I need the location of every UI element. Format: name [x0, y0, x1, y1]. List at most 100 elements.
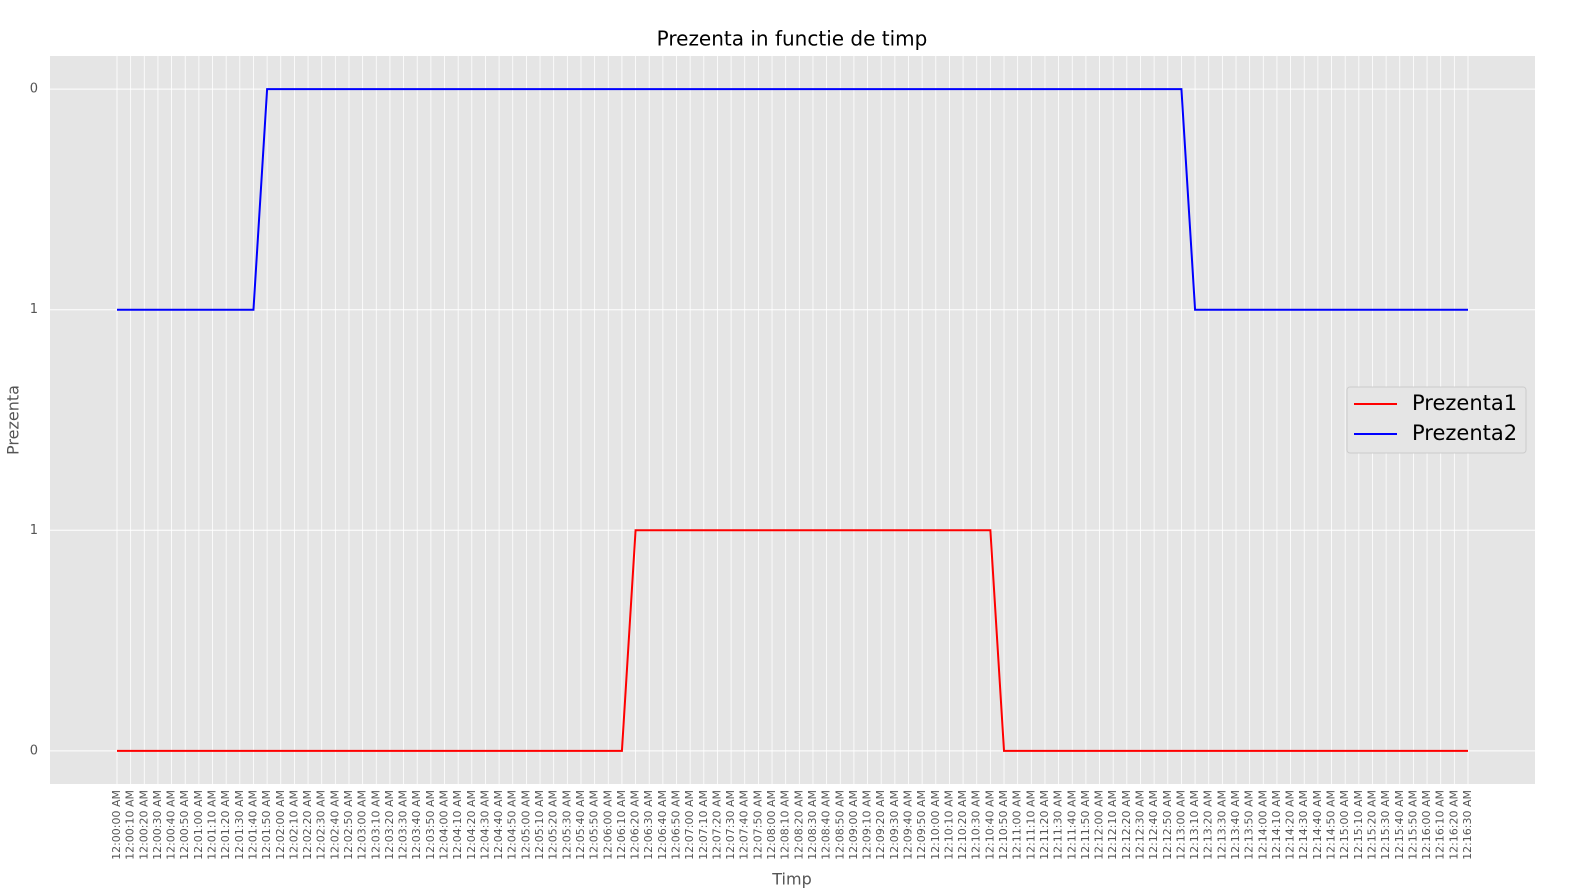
x-tick-label: 12:05:10 AM: [533, 790, 546, 860]
chart-title: Prezenta in functie de timp: [657, 27, 928, 51]
x-tick-label: 12:08:50 AM: [833, 790, 846, 860]
y-tick-label: 0: [30, 743, 38, 758]
x-tick-label: 12:08:10 AM: [779, 790, 792, 860]
x-tick-label: 12:00:20 AM: [137, 790, 150, 860]
x-tick-label: 12:15:10 AM: [1352, 790, 1365, 860]
x-tick-label: 12:09:00 AM: [847, 790, 860, 860]
y-tick-label: 0: [30, 82, 38, 97]
x-tick-label: 12:15:40 AM: [1393, 790, 1406, 860]
x-tick-label: 12:00:50 AM: [178, 790, 191, 860]
line-series: [117, 529, 1468, 752]
x-tick-label: 12:10:50 AM: [997, 790, 1010, 860]
x-tick-label: 12:14:10 AM: [1270, 790, 1283, 860]
x-tick-label: 12:01:40 AM: [246, 790, 259, 860]
x-tick-label: 12:03:20 AM: [383, 790, 396, 860]
x-tick-label: 12:12:40 AM: [1147, 790, 1160, 860]
x-tick-label: 12:04:40 AM: [492, 790, 505, 860]
x-tick-label: 12:06:50 AM: [670, 790, 683, 860]
x-tick-label: 12:07:50 AM: [751, 790, 764, 860]
x-tick-label: 12:15:00 AM: [1338, 790, 1351, 860]
x-tick-label: 12:06:00 AM: [601, 790, 614, 860]
x-tick-label: 12:11:00 AM: [1011, 790, 1024, 860]
x-tick-label: 12:14:20 AM: [1284, 790, 1297, 860]
x-tick-label: 12:13:30 AM: [1215, 790, 1228, 860]
x-tick-label: 12:07:20 AM: [710, 790, 723, 860]
x-tick-label: 12:04:10 AM: [451, 790, 464, 860]
x-tick-label: 12:03:10 AM: [369, 790, 382, 860]
x-tick-label: 12:11:50 AM: [1079, 790, 1092, 860]
x-tick-label: 12:05:20 AM: [547, 790, 560, 860]
x-tick-label: 12:09:40 AM: [901, 790, 914, 860]
x-tick-label: 12:01:00 AM: [192, 790, 205, 860]
x-tick-label: 12:00:10 AM: [124, 790, 137, 860]
x-tick-label: 12:15:30 AM: [1379, 790, 1392, 860]
x-tick-label: 12:11:40 AM: [1065, 790, 1078, 860]
x-tick-label: 12:11:30 AM: [1052, 790, 1065, 860]
x-tick-label: 12:04:50 AM: [506, 790, 519, 860]
y-axis-label: Prezenta: [4, 385, 23, 455]
x-tick-label: 12:03:40 AM: [410, 790, 423, 860]
x-tick-label: 12:00:30 AM: [151, 790, 164, 860]
x-tick-label: 12:08:40 AM: [820, 790, 833, 860]
x-tick-label: 12:13:20 AM: [1202, 790, 1215, 860]
x-tick-label: 12:05:00 AM: [519, 790, 532, 860]
x-tick-label: 12:02:50 AM: [342, 790, 355, 860]
x-tick-label: 12:12:50 AM: [1161, 790, 1174, 860]
x-tick-label: 12:08:30 AM: [806, 790, 819, 860]
x-tick-label: 12:16:20 AM: [1447, 790, 1460, 860]
x-tick-label: 12:04:20 AM: [465, 790, 478, 860]
x-tick-label: 12:02:20 AM: [301, 790, 314, 860]
x-tick-label: 12:07:10 AM: [697, 790, 710, 860]
x-tick-label: 12:01:30 AM: [233, 790, 246, 860]
x-tick-label: 12:01:10 AM: [206, 790, 219, 860]
x-tick-label: 12:06:20 AM: [629, 790, 642, 860]
x-tick-label: 12:14:30 AM: [1297, 790, 1310, 860]
x-tick-label: 12:05:40 AM: [574, 790, 587, 860]
y-tick-label: 1: [30, 302, 38, 317]
x-tick-label: 12:08:00 AM: [765, 790, 778, 860]
x-tick-label: 12:15:50 AM: [1406, 790, 1419, 860]
x-tick-label: 12:16:30 AM: [1461, 790, 1474, 860]
x-tick-label: 12:13:40 AM: [1229, 790, 1242, 860]
x-tick-label: 12:09:50 AM: [915, 790, 928, 860]
legend-label: Prezenta1: [1412, 391, 1517, 415]
x-tick-label: 12:13:50 AM: [1243, 790, 1256, 860]
x-tick-label: 12:08:20 AM: [792, 790, 805, 860]
legend-label: Prezenta2: [1412, 421, 1517, 445]
x-tick-label: 12:13:10 AM: [1188, 790, 1201, 860]
x-tick-label: 12:04:00 AM: [438, 790, 451, 860]
x-tick-label: 12:09:10 AM: [861, 790, 874, 860]
x-tick-label: 12:16:10 AM: [1434, 790, 1447, 860]
line-series: [117, 88, 1468, 311]
x-tick-label: 12:10:20 AM: [956, 790, 969, 860]
x-tick-label: 12:06:40 AM: [656, 790, 669, 860]
x-tick-label: 12:01:20 AM: [219, 790, 232, 860]
x-axis-label: Timp: [771, 870, 811, 889]
x-tick-label: 12:10:10 AM: [942, 790, 955, 860]
x-tick-label: 12:02:10 AM: [287, 790, 300, 860]
x-tick-label: 12:07:40 AM: [738, 790, 751, 860]
x-tick-label: 12:05:30 AM: [560, 790, 573, 860]
y-tick-label: 1: [30, 523, 38, 538]
x-tick-label: 12:07:00 AM: [683, 790, 696, 860]
x-tick-label: 12:06:10 AM: [615, 790, 628, 860]
x-tick-label: 12:01:50 AM: [260, 790, 273, 860]
x-tick-label: 12:00:40 AM: [165, 790, 178, 860]
x-tick-label: 12:02:30 AM: [315, 790, 328, 860]
x-tick-label: 12:09:30 AM: [888, 790, 901, 860]
x-tick-label: 12:10:30 AM: [970, 790, 983, 860]
x-tick-label: 12:11:20 AM: [1038, 790, 1051, 860]
x-tick-label: 12:12:00 AM: [1093, 790, 1106, 860]
x-tick-label: 12:14:40 AM: [1311, 790, 1324, 860]
x-tick-label: 12:12:20 AM: [1120, 790, 1133, 860]
x-tick-label: 12:02:00 AM: [274, 790, 287, 860]
x-tick-label: 12:02:40 AM: [328, 790, 341, 860]
x-tick-label: 12:16:00 AM: [1420, 790, 1433, 860]
plot-area: [50, 56, 1535, 784]
x-tick-label: 12:07:30 AM: [724, 790, 737, 860]
x-tick-label: 12:03:50 AM: [424, 790, 437, 860]
x-tick-label: 12:03:00 AM: [356, 790, 369, 860]
x-tick-label: 12:00:00 AM: [110, 790, 123, 860]
x-tick-label: 12:15:20 AM: [1365, 790, 1378, 860]
